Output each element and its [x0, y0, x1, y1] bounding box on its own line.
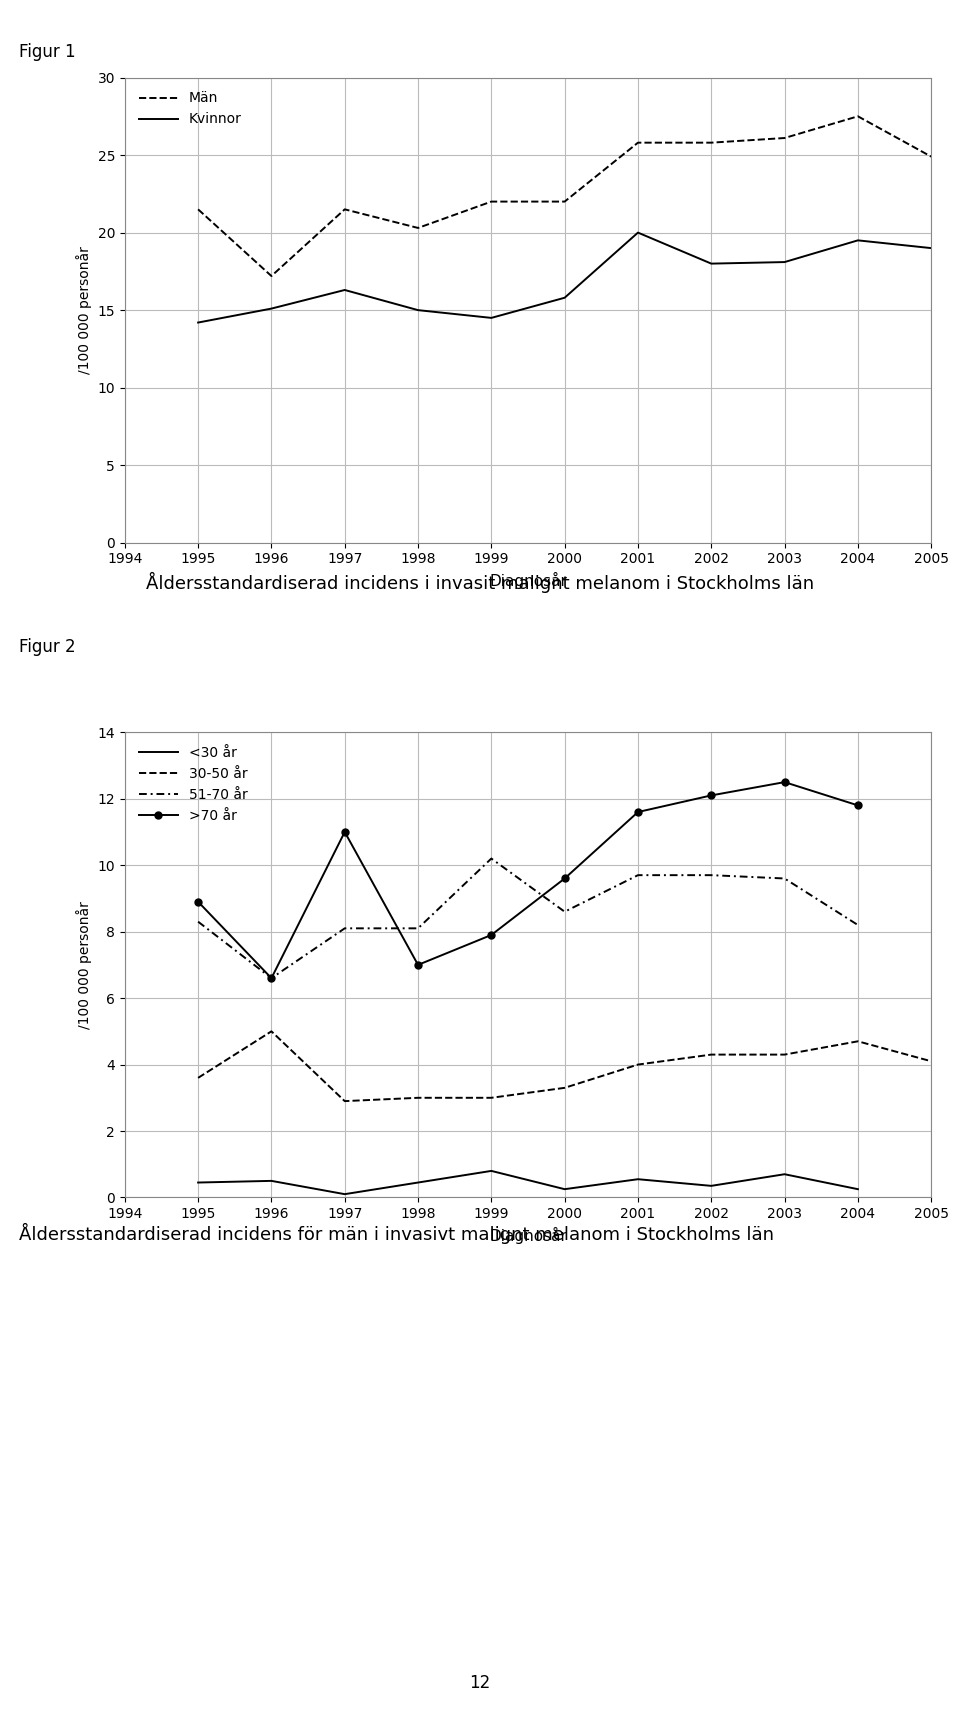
Line: <30 år: <30 år	[198, 1172, 858, 1194]
Line: >70 år: >70 år	[195, 779, 861, 982]
Kvinnor	[486, 307, 497, 327]
Kvinnor	[339, 279, 350, 300]
Män	[192, 198, 204, 219]
<30 år	[486, 1161, 497, 1182]
30-50 år	[925, 1051, 937, 1072]
30-50 år	[559, 1077, 570, 1098]
51-70 år	[779, 868, 790, 889]
>70 år	[559, 868, 570, 889]
Män	[633, 133, 644, 153]
51-70 år	[559, 901, 570, 922]
30-50 år	[633, 1054, 644, 1075]
Y-axis label: /100 000 personår: /100 000 personår	[76, 246, 92, 374]
X-axis label: Diagnosår: Diagnosår	[489, 572, 567, 589]
>70 år	[706, 786, 717, 806]
>70 år	[779, 772, 790, 793]
<30 år	[852, 1179, 864, 1199]
Män	[852, 105, 864, 126]
<30 år	[339, 1184, 350, 1204]
30-50 år	[192, 1068, 204, 1089]
>70 år	[192, 891, 204, 911]
>70 år	[486, 925, 497, 946]
30-50 år	[412, 1087, 423, 1108]
Line: Män: Män	[198, 115, 931, 276]
Män	[779, 128, 790, 148]
Kvinnor	[266, 298, 277, 319]
>70 år	[412, 955, 423, 975]
Män	[706, 133, 717, 153]
<30 år	[706, 1175, 717, 1196]
Kvinnor	[706, 253, 717, 274]
30-50 år	[266, 1022, 277, 1042]
51-70 år	[339, 918, 350, 939]
51-70 år	[706, 865, 717, 886]
51-70 år	[486, 848, 497, 868]
X-axis label: Diagnosår: Diagnosår	[489, 1227, 567, 1244]
30-50 år	[852, 1030, 864, 1051]
Män	[486, 191, 497, 212]
>70 år	[339, 822, 350, 843]
>70 år	[852, 794, 864, 815]
Text: Figur 2: Figur 2	[19, 638, 76, 655]
Kvinnor	[412, 300, 423, 320]
Line: 51-70 år: 51-70 år	[198, 858, 858, 979]
30-50 år	[486, 1087, 497, 1108]
Text: Åldersstandardiserad incidens i invasit malignt melanom i Stockholms län: Åldersstandardiserad incidens i invasit …	[146, 572, 814, 593]
<30 år	[559, 1179, 570, 1199]
Text: 12: 12	[469, 1675, 491, 1692]
Kvinnor	[633, 222, 644, 243]
51-70 år	[266, 968, 277, 989]
51-70 år	[412, 918, 423, 939]
Text: Figur 1: Figur 1	[19, 43, 76, 60]
Män	[339, 198, 350, 219]
51-70 år	[852, 915, 864, 936]
30-50 år	[339, 1091, 350, 1111]
<30 år	[633, 1168, 644, 1189]
Kvinnor	[559, 288, 570, 308]
Legend: <30 år, 30-50 år, 51-70 år, >70 år: <30 år, 30-50 år, 51-70 år, >70 år	[132, 739, 254, 830]
Män	[925, 146, 937, 167]
Kvinnor	[779, 252, 790, 272]
<30 år	[779, 1165, 790, 1185]
30-50 år	[779, 1044, 790, 1065]
Line: 30-50 år: 30-50 år	[198, 1032, 931, 1101]
Män	[266, 265, 277, 286]
Män	[559, 191, 570, 212]
51-70 år	[633, 865, 644, 886]
51-70 år	[192, 911, 204, 932]
Män	[412, 217, 423, 238]
30-50 år	[706, 1044, 717, 1065]
Y-axis label: /100 000 personår: /100 000 personår	[76, 901, 92, 1029]
Text: Åldersstandardiserad incidens för män i invasivt malignt melanom i Stockholms lä: Åldersstandardiserad incidens för män i …	[19, 1223, 774, 1244]
<30 år	[412, 1172, 423, 1192]
<30 år	[266, 1170, 277, 1191]
Kvinnor	[192, 312, 204, 333]
<30 år	[192, 1172, 204, 1192]
Kvinnor	[852, 229, 864, 250]
Line: Kvinnor: Kvinnor	[198, 233, 931, 322]
>70 år	[266, 968, 277, 989]
Legend: Män, Kvinnor: Män, Kvinnor	[132, 84, 249, 133]
>70 år	[633, 801, 644, 822]
Kvinnor	[925, 238, 937, 258]
